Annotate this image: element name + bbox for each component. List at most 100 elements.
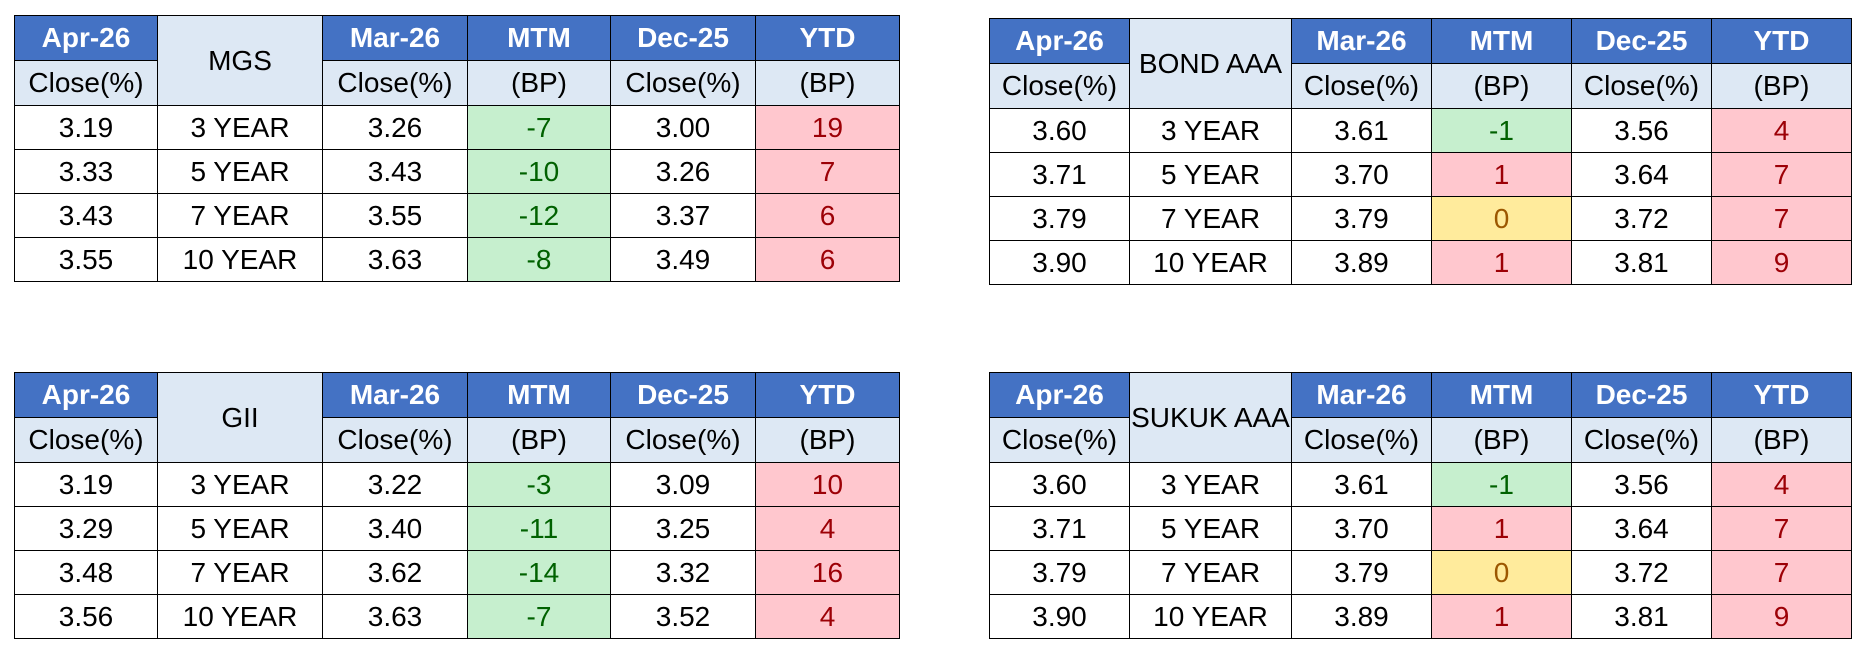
table-row: 3.29 5 YEAR 3.40 -11 3.25 4 [14,506,900,551]
mtm-cell: -1 [1431,462,1572,507]
prev-close-cell: 3.43 [322,149,468,194]
ytd-header: YTD [755,15,900,61]
table-row: 3.56 10 YEAR 3.63 -7 3.52 4 [14,594,900,639]
ytd-subheader: (BP) [755,60,900,106]
dec-25-header: Dec-25 [610,15,756,61]
mtm-subheader: (BP) [467,417,611,463]
sukuk-aaa-yield-table: Apr-26 SUKUK AAA Mar-26 MTM Dec-25 YTD C… [989,372,1852,639]
dec-close-cell: 3.26 [610,149,756,194]
ytd-cell: 6 [755,237,900,282]
tenor-cell: 5 YEAR [1129,506,1292,551]
ytd-cell: 7 [1711,152,1852,197]
prev-close-cell: 3.79 [1291,550,1432,595]
mtm-cell: 1 [1431,152,1572,197]
table-row: 3.33 5 YEAR 3.43 -10 3.26 7 [14,149,900,194]
tenor-cell: 7 YEAR [157,550,323,595]
mtm-subheader: (BP) [1431,63,1572,109]
dec-25-header: Dec-25 [1571,372,1712,418]
prev-close-cell: 3.22 [322,462,468,507]
close-cell: 3.19 [14,105,158,150]
ytd-cell: 10 [755,462,900,507]
prev-close-cell: 3.40 [322,506,468,551]
close-cell: 3.48 [14,550,158,595]
close-cell: 3.90 [989,240,1130,285]
ytd-cell: 9 [1711,240,1852,285]
table-name-header: GII [157,372,323,463]
dec-25-subheader: Close(%) [610,60,756,106]
apr-26-subheader: Close(%) [989,63,1130,109]
tenor-cell: 3 YEAR [157,105,323,150]
ytd-subheader: (BP) [755,417,900,463]
mtm-cell: -11 [467,506,611,551]
table-row: 3.90 10 YEAR 3.89 1 3.81 9 [989,240,1852,285]
prev-close-cell: 3.61 [1291,108,1432,153]
dec-close-cell: 3.56 [1571,462,1712,507]
close-cell: 3.56 [14,594,158,639]
close-cell: 3.71 [989,152,1130,197]
ytd-cell: 7 [1711,506,1852,551]
ytd-cell: 6 [755,193,900,238]
prev-close-cell: 3.63 [322,237,468,282]
table-name-header: SUKUK AAA [1129,372,1292,463]
table-row: 3.79 7 YEAR 3.79 0 3.72 7 [989,196,1852,241]
tenor-cell: 5 YEAR [157,149,323,194]
table-row: 3.55 10 YEAR 3.63 -8 3.49 6 [14,237,900,282]
dec-25-subheader: Close(%) [1571,417,1712,463]
mtm-cell: -3 [467,462,611,507]
mtm-header: MTM [1431,18,1572,64]
ytd-cell: 16 [755,550,900,595]
ytd-subheader: (BP) [1711,63,1852,109]
dec-close-cell: 3.00 [610,105,756,150]
mar-26-subheader: Close(%) [322,417,468,463]
mar-26-header: Mar-26 [322,372,468,418]
dec-close-cell: 3.37 [610,193,756,238]
dec-close-cell: 3.09 [610,462,756,507]
close-cell: 3.79 [989,196,1130,241]
mtm-cell: 0 [1431,550,1572,595]
close-cell: 3.79 [989,550,1130,595]
tenor-cell: 10 YEAR [1129,594,1292,639]
prev-close-cell: 3.63 [322,594,468,639]
ytd-cell: 4 [1711,462,1852,507]
prev-close-cell: 3.79 [1291,196,1432,241]
prev-close-cell: 3.70 [1291,152,1432,197]
gii-yield-table: Apr-26 GII Mar-26 MTM Dec-25 YTD Close(%… [14,372,900,639]
tenor-cell: 10 YEAR [157,237,323,282]
close-cell: 3.19 [14,462,158,507]
table-row: 3.60 3 YEAR 3.61 -1 3.56 4 [989,462,1852,507]
ytd-header: YTD [1711,372,1852,418]
table-name-header: BOND AAA [1129,18,1292,109]
dec-close-cell: 3.56 [1571,108,1712,153]
dec-close-cell: 3.25 [610,506,756,551]
ytd-cell: 19 [755,105,900,150]
mar-26-header: Mar-26 [1291,18,1432,64]
table-row: 3.60 3 YEAR 3.61 -1 3.56 4 [989,108,1852,153]
prev-close-cell: 3.70 [1291,506,1432,551]
apr-26-header: Apr-26 [989,18,1130,64]
table-row: 3.43 7 YEAR 3.55 -12 3.37 6 [14,193,900,238]
dec-close-cell: 3.64 [1571,506,1712,551]
mtm-cell: 0 [1431,196,1572,241]
mtm-cell: 1 [1431,506,1572,551]
prev-close-cell: 3.89 [1291,594,1432,639]
tenor-cell: 10 YEAR [157,594,323,639]
mtm-subheader: (BP) [1431,417,1572,463]
prev-close-cell: 3.89 [1291,240,1432,285]
mgs-yield-table: Apr-26 MGS Mar-26 MTM Dec-25 YTD Close(%… [14,15,900,282]
ytd-cell: 4 [1711,108,1852,153]
prev-close-cell: 3.26 [322,105,468,150]
mtm-cell: -7 [467,105,611,150]
apr-26-header: Apr-26 [14,15,158,61]
close-cell: 3.71 [989,506,1130,551]
apr-26-header: Apr-26 [14,372,158,418]
mar-26-subheader: Close(%) [1291,63,1432,109]
ytd-cell: 7 [1711,196,1852,241]
ytd-header: YTD [1711,18,1852,64]
mtm-header: MTM [1431,372,1572,418]
ytd-header: YTD [755,372,900,418]
tenor-cell: 3 YEAR [1129,462,1292,507]
dec-close-cell: 3.32 [610,550,756,595]
mtm-cell: -8 [467,237,611,282]
table-row: 3.48 7 YEAR 3.62 -14 3.32 16 [14,550,900,595]
dec-close-cell: 3.49 [610,237,756,282]
